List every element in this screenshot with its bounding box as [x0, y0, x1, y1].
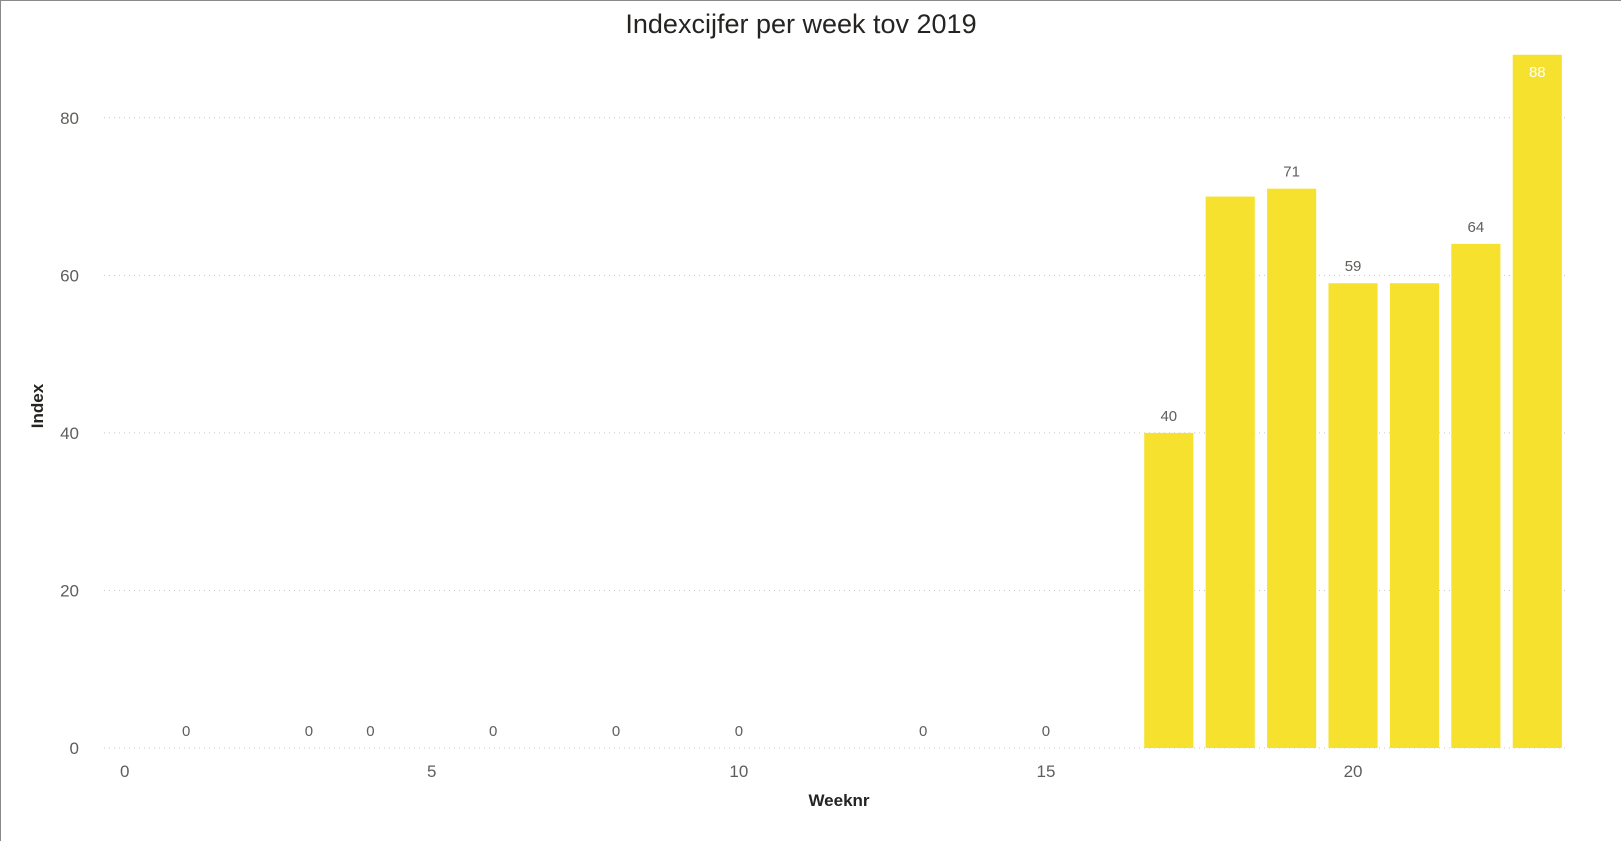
data-labels: 0 0 0 0 0 0 0 0 40 71 59 64 88	[182, 64, 1546, 740]
data-label: 0	[305, 723, 313, 740]
y-tick-label: 20	[60, 581, 79, 600]
bar-series	[1144, 54, 1562, 749]
y-axis-ticks: 0 20 40 60 80	[60, 109, 79, 758]
y-tick-label: 40	[60, 424, 79, 443]
bar[interactable]	[1267, 188, 1317, 748]
data-label: 64	[1468, 219, 1485, 236]
data-label: 0	[182, 723, 190, 740]
data-label: 40	[1160, 408, 1177, 425]
y-tick-label: 80	[60, 109, 79, 128]
y-tick-label: 60	[60, 266, 79, 285]
bar[interactable]	[1205, 196, 1255, 749]
x-tick-label: 20	[1344, 762, 1363, 781]
y-tick-label: 0	[70, 739, 79, 758]
data-label: 71	[1283, 164, 1300, 181]
x-tick-label: 5	[427, 762, 436, 781]
x-tick-label: 0	[120, 762, 129, 781]
data-label: 0	[1042, 723, 1050, 740]
bar[interactable]	[1144, 432, 1194, 748]
x-axis-ticks: 0 5 10 15 20	[120, 762, 1363, 781]
x-axis-label: Weeknr	[808, 791, 869, 810]
data-label: 0	[735, 723, 743, 740]
grid-layer	[104, 117, 1568, 749]
bar[interactable]	[1389, 283, 1440, 748]
data-label: 88	[1529, 64, 1546, 81]
bar[interactable]	[1451, 243, 1501, 749]
data-label: 0	[489, 723, 497, 740]
chart-title: Indexcijfer per week tov 2019	[625, 9, 976, 39]
y-axis-label: Index	[28, 383, 47, 428]
data-label: 0	[612, 723, 620, 740]
data-label: 0	[366, 723, 374, 740]
x-tick-label: 10	[729, 762, 748, 781]
data-label: 0	[919, 723, 927, 740]
x-tick-label: 15	[1036, 762, 1055, 781]
bar[interactable]	[1512, 54, 1562, 748]
data-label: 59	[1345, 258, 1362, 275]
bar[interactable]	[1328, 283, 1378, 748]
